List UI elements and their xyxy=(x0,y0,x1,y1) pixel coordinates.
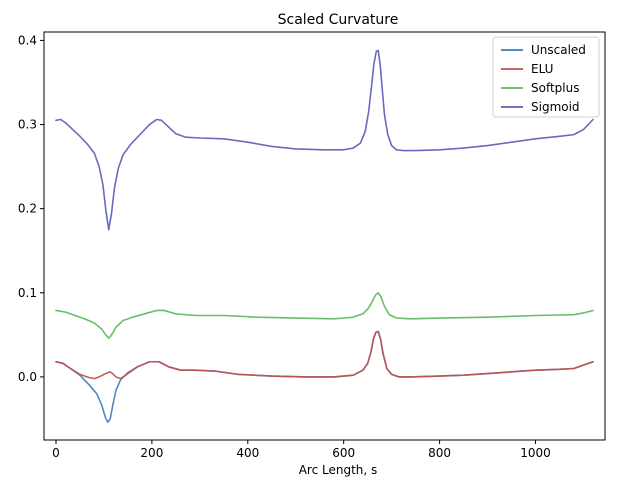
x-tick-label: 600 xyxy=(332,446,355,460)
legend-label-elu: ELU xyxy=(531,62,553,76)
plot-frame xyxy=(43,31,606,441)
chart-title: Scaled Curvature xyxy=(278,12,399,28)
legend-box xyxy=(492,36,600,118)
x-tick-label: 800 xyxy=(428,446,451,460)
y-tick-label: 0.2 xyxy=(18,202,37,216)
y-axis: 0.0 0.1 0.2 0.3 0.4 xyxy=(18,33,44,384)
x-axis-label: Arc Length, s xyxy=(299,463,378,477)
x-tick-label: 1000 xyxy=(520,446,551,460)
series-line-elu xyxy=(55,330,594,380)
y-tick-label: 0.0 xyxy=(18,370,37,384)
y-tick-label: 0.1 xyxy=(18,286,37,300)
legend-label-unscaled: Unscaled xyxy=(531,43,586,57)
series-line-sigmoid xyxy=(55,49,594,231)
y-tick-label: 0.4 xyxy=(18,33,37,47)
legend-label-sigmoid: Sigmoid xyxy=(531,100,580,114)
legend: Unscaled ELU Softplus Sigmoid xyxy=(492,36,600,118)
legend-label-softplus: Softplus xyxy=(531,81,580,95)
plot-area xyxy=(43,31,606,441)
x-axis: 0 200 400 600 800 1000 xyxy=(52,440,551,460)
series-line-softplus xyxy=(55,291,594,340)
x-tick-label: 400 xyxy=(236,446,259,460)
y-tick-label: 0.3 xyxy=(18,118,37,132)
x-tick-label: 0 xyxy=(52,446,60,460)
x-tick-label: 200 xyxy=(140,446,163,460)
